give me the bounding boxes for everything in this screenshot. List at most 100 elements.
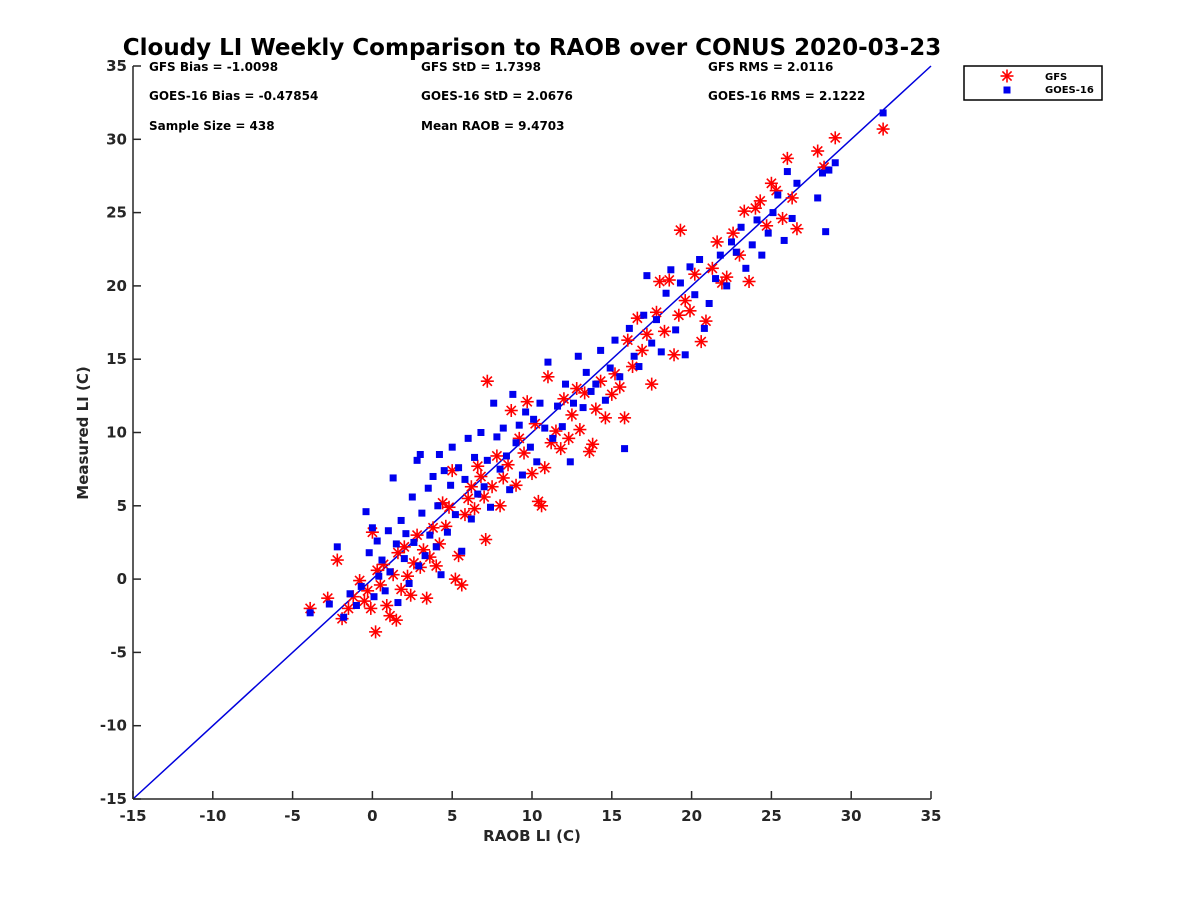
goes-16-point <box>325 600 333 608</box>
goes-16-point <box>432 543 440 551</box>
gfs-point <box>389 613 403 627</box>
one-to-one-line <box>132 65 932 800</box>
goes-16-point <box>879 109 887 117</box>
y-tick-label: 30 <box>106 130 127 148</box>
gfs-point <box>653 275 667 289</box>
gfs-point <box>565 408 579 422</box>
gfs-point <box>589 402 603 416</box>
gfs-point <box>667 348 681 362</box>
y-tick-label: -15 <box>100 790 127 808</box>
x-tick-label: 20 <box>681 807 702 825</box>
goes-16-point <box>424 484 432 492</box>
goes-16-point <box>640 311 648 319</box>
goes-16-point <box>375 572 383 580</box>
goes-16-point <box>549 434 557 442</box>
plot-area: -15 -10 -5 0 5 10 15 20 25 30 35 35 30 25 20 15 10 5 0 -5 -1… <box>100 57 942 825</box>
goes-16-point <box>788 214 796 222</box>
gfs-point <box>780 151 794 165</box>
goes-16-point <box>825 166 833 174</box>
goes-16-point <box>394 599 402 607</box>
gfs-point <box>705 261 719 275</box>
y-tick-label: 0 <box>117 570 127 588</box>
goes-16-point <box>526 443 534 451</box>
goes-16-point <box>574 352 582 360</box>
gfs-point <box>876 122 890 136</box>
x-tick-label: 0 <box>367 807 377 825</box>
goes-16-point <box>652 316 660 324</box>
legend-goes-marker <box>1003 86 1011 94</box>
legend: GFS GOES-16 <box>963 65 1103 101</box>
gfs-point <box>742 275 756 289</box>
gfs-point <box>785 191 799 205</box>
gfs-point <box>720 270 734 284</box>
goes-16-point <box>705 299 713 307</box>
gfs-point <box>541 370 555 384</box>
goes-16-point <box>352 601 360 609</box>
x-tick-label: 25 <box>761 807 782 825</box>
goes-16-point <box>554 402 562 410</box>
gfs-point <box>683 304 697 318</box>
goes-16-point <box>686 263 694 271</box>
goes-16-point <box>696 256 704 264</box>
gfs-point <box>673 223 687 237</box>
gfs-point <box>688 267 702 281</box>
gfs-point <box>645 377 659 391</box>
gfs-point <box>369 625 383 639</box>
goes-16-point <box>753 216 761 224</box>
gfs-point <box>562 431 576 445</box>
legend-goes-label: GOES-16 <box>1045 85 1094 96</box>
goes-16-point <box>562 380 570 388</box>
gfs-point <box>753 194 767 208</box>
chart-title: Cloudy LI Weekly Comparison to RAOB over… <box>123 35 941 61</box>
gfs-point <box>394 582 408 596</box>
goes-16-point <box>611 336 619 344</box>
goes-16-point <box>496 465 504 473</box>
goes-16-point <box>373 537 381 545</box>
gfs-point <box>790 222 804 236</box>
goes-16-point <box>662 289 670 297</box>
y-tick-label: 35 <box>106 57 127 75</box>
gfs-point <box>480 374 494 388</box>
gfs-point <box>330 553 344 567</box>
goes-16-point <box>518 471 526 479</box>
goes-16-point <box>648 339 656 347</box>
goes-16-point <box>625 324 633 332</box>
x-tick-label: -15 <box>119 807 146 825</box>
gfs-point <box>490 449 504 463</box>
stat-sample-size: Sample Size = 438 <box>149 119 275 133</box>
goes-16-point <box>536 399 544 407</box>
series-goes-16 <box>306 109 887 621</box>
gfs-point <box>493 499 507 513</box>
goes-16-point <box>437 571 445 579</box>
goes-16-point <box>410 538 418 546</box>
gfs-point <box>662 273 676 287</box>
x-tick-label: -10 <box>199 807 226 825</box>
goes-16-point <box>533 458 541 466</box>
goes-16-point <box>506 486 514 494</box>
stat-gfs-bias: GFS Bias = -1.0098 <box>149 60 278 74</box>
stat-goes-rms: GOES-16 RMS = 2.1222 <box>708 89 865 103</box>
goes-16-point <box>490 399 498 407</box>
gfs-point <box>479 533 493 547</box>
goes-16-point <box>569 399 577 407</box>
goes-16-point <box>783 168 791 176</box>
gfs-point <box>538 461 552 475</box>
y-axis-title: Measured LI (C) <box>74 366 92 499</box>
goes-16-point <box>616 373 624 381</box>
goes-16-point <box>667 266 675 274</box>
gfs-point <box>496 471 510 485</box>
goes-16-point <box>429 472 437 480</box>
gfs-point <box>341 601 355 615</box>
goes-16-point <box>723 282 731 290</box>
y-tick-label: 15 <box>106 350 127 368</box>
gfs-point <box>442 500 456 514</box>
gfs-point <box>748 201 762 215</box>
gfs-point <box>464 480 478 494</box>
goes-16-point <box>477 429 485 436</box>
goes-16-point <box>732 248 740 256</box>
legend-box <box>963 65 1103 101</box>
gfs-point <box>640 327 654 341</box>
goes-16-point <box>381 587 389 595</box>
y-tick-label: 10 <box>106 424 127 442</box>
